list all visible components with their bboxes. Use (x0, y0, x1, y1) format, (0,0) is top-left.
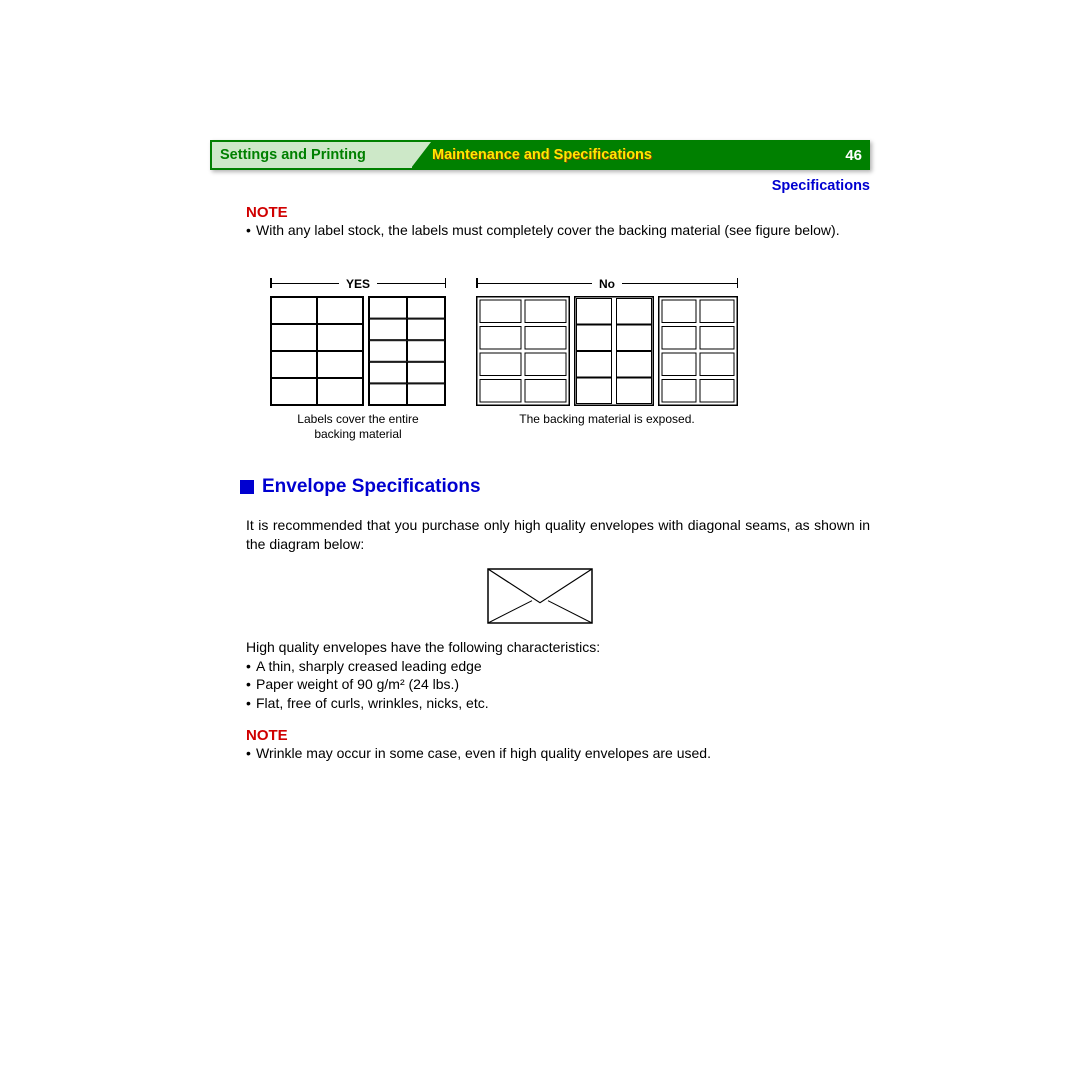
page-content: Settings and Printing Maintenance and Sp… (210, 140, 870, 763)
no-sheets (476, 296, 738, 406)
banner-mid-label: Maintenance and Specifications (432, 147, 652, 163)
no-header: No (476, 276, 738, 292)
page-number: 46 (845, 142, 862, 168)
yes-caption: Labels cover the entire backing material (297, 412, 418, 442)
envelope-intro: It is recommended that you purchase only… (246, 516, 870, 554)
yes-sheets (270, 296, 446, 406)
characteristics-intro: High quality envelopes have the followin… (246, 638, 870, 657)
banner-left-tab[interactable]: Settings and Printing (212, 142, 412, 168)
no-caption: The backing material is exposed. (519, 412, 694, 427)
characteristics-list: •A thin, sharply creased leading edge•Pa… (210, 657, 870, 714)
envelope-heading-text: Envelope Specifications (262, 476, 481, 498)
label-sheet (574, 296, 654, 406)
envelope-diagram (210, 568, 870, 624)
note-2-text: • Wrinkle may occur in some case, even i… (246, 744, 870, 763)
characteristic-item: •A thin, sharply creased leading edge (246, 657, 870, 676)
yes-group: YES Labels cover the entire backing mate… (270, 276, 446, 442)
envelope-heading: Envelope Specifications (240, 476, 870, 498)
no-header-label: No (593, 277, 621, 291)
yes-header-label: YES (340, 277, 376, 291)
header-banner: Settings and Printing Maintenance and Sp… (210, 140, 870, 170)
banner-left-label: Settings and Printing (220, 147, 366, 163)
note-2-body: Wrinkle may occur in some case, even if … (256, 744, 870, 763)
note-label-2: NOTE (246, 727, 870, 744)
yes-header: YES (270, 276, 446, 292)
label-sheet (368, 296, 446, 406)
no-group: No The backing material is exposed. (476, 276, 738, 442)
note-1-body: With any label stock, the labels must co… (256, 221, 870, 240)
label-diagram-area: YES Labels cover the entire backing mate… (270, 276, 870, 442)
label-sheet (476, 296, 570, 406)
characteristic-item: •Paper weight of 90 g/m² (24 lbs.) (246, 675, 870, 694)
square-bullet-icon (240, 480, 254, 494)
label-sheet (270, 296, 364, 406)
section-breadcrumb[interactable]: Specifications (210, 178, 870, 194)
label-sheet (658, 296, 738, 406)
banner-mid-tab[interactable]: Maintenance and Specifications (412, 142, 722, 168)
envelope-svg (487, 568, 593, 624)
note-label-1: NOTE (246, 204, 870, 221)
note-1-text: • With any label stock, the labels must … (246, 221, 870, 240)
characteristic-item: •Flat, free of curls, wrinkles, nicks, e… (246, 694, 870, 713)
